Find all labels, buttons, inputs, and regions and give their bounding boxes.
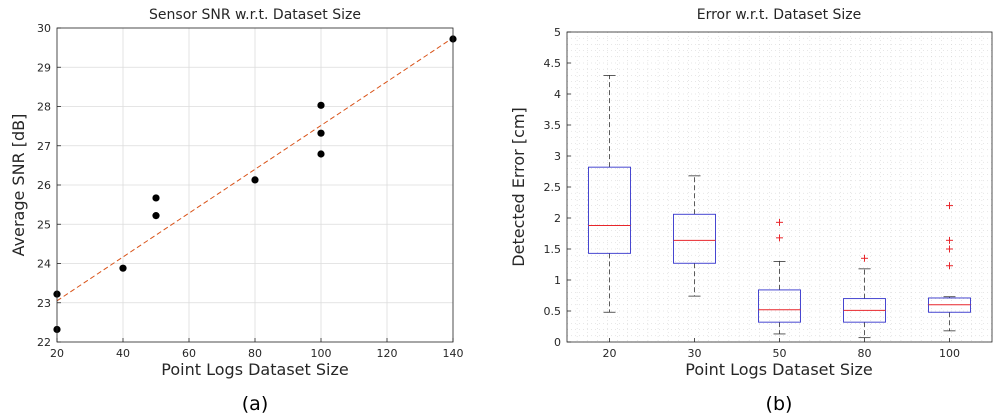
panel-b-outlier: [946, 262, 953, 270]
panel-b-y-tick-label: 1.5: [544, 243, 562, 256]
panel-b-y-tick-label: 2.5: [544, 181, 562, 194]
panel-a-x-tick-label: 80: [248, 347, 262, 360]
panel-b-y-tick-label: 3: [554, 150, 561, 163]
panel-a-data-point: [251, 176, 259, 184]
panel-b-y-tick-label: 0.5: [544, 305, 562, 318]
panel-a-x-tick-label: 40: [116, 347, 130, 360]
panel-b-y-ticks: 0 0.5 1 1.5 2 2.5 3 3.5 4 4.5 5: [544, 26, 571, 349]
panel-a-x-label: Point Logs Dataset Size: [161, 360, 348, 379]
panel-a-data-point: [152, 212, 160, 220]
panel-b-y-tick-label: 3.5: [544, 119, 562, 132]
panel-b-x-tick-label: 100: [939, 347, 960, 360]
panel-b-outlier: [861, 254, 868, 262]
panel-b-x-tick-label: 50: [773, 347, 787, 360]
panel-b-x-ticks: 20 30 50 80 100: [603, 338, 960, 360]
panel-a-caption: (a): [242, 393, 268, 415]
panel-b-title: Error w.r.t. Dataset Size: [697, 7, 862, 23]
panel-a-data-point: [317, 150, 325, 158]
panel-b-y-tick-label: 1: [554, 274, 561, 287]
panel-b-y-tick-label: 4: [554, 88, 561, 101]
panel-b-box: [588, 166, 631, 254]
panel-a-scatter: 20 40 60 80 100 120 140 22 23 24 25 26 27 28 29 30 Sen…: [9, 7, 464, 415]
panel-a-fit-line-path: [56, 37, 454, 302]
panel-b-box: [758, 289, 801, 323]
panel-a-x-tick-label: 140: [443, 347, 464, 360]
panel-a-y-tick-label: 24: [37, 258, 51, 271]
panel-a-x-tick-label: 120: [377, 347, 398, 360]
panel-b-y-label: Detected Error [cm]: [509, 107, 528, 266]
panel-b-boxplot: 20 30 50 80 100 0 0.5 1 1.5 2 2.5 3 3.5 4 4.5 5 Error …: [509, 7, 993, 415]
panel-a-y-tick-label: 28: [37, 101, 51, 114]
panel-a-y-tick-label: 22: [37, 336, 51, 349]
panel-b-outlier: [776, 234, 783, 242]
panel-b-caption: (b): [766, 393, 793, 415]
panel-a-y-tick-label: 26: [37, 179, 51, 192]
panel-b-x-label: Point Logs Dataset Size: [685, 360, 872, 379]
panel-a-y-tick-label: 29: [37, 61, 51, 74]
panel-a-y-tick-label: 27: [37, 140, 51, 153]
panel-a-x-ticks: 20 40 60 80 100 120 140: [50, 338, 464, 360]
panel-a-fit-line: [56, 37, 454, 302]
panel-a-data-point: [317, 101, 325, 109]
panel-a-x-tick-label: 20: [50, 347, 64, 360]
panel-b-outlier: [946, 245, 953, 253]
panel-a-y-tick-label: 23: [37, 297, 51, 310]
panel-b-y-tick-label: 2: [554, 212, 561, 225]
panel-a-y-ticks: 22 23 24 25 26 27 28 29 30: [37, 22, 61, 349]
panel-a-y-label: Average SNR [dB]: [9, 114, 28, 257]
panel-b-x-tick-label: 80: [858, 347, 872, 360]
panel-a-x-tick-label: 100: [311, 347, 332, 360]
panel-b-outlier: [946, 202, 953, 210]
panel-a-y-tick-label: 30: [37, 22, 51, 35]
panel-b-y-tick-label: 5: [554, 26, 561, 39]
panel-a-data-point: [119, 264, 127, 272]
panel-a-title: Sensor SNR w.r.t. Dataset Size: [149, 7, 361, 23]
panel-b-box: [673, 213, 716, 264]
panel-a-data-point: [152, 194, 160, 202]
panel-a-data-point: [317, 129, 325, 137]
panel-b-outlier: [776, 218, 783, 226]
panel-b-x-tick-label: 20: [603, 347, 617, 360]
panel-a-x-tick-label: 60: [182, 347, 196, 360]
panel-b-y-tick-label: 0: [554, 336, 561, 349]
panel-b-boxes: [588, 75, 971, 339]
panel-a-y-tick-label: 25: [37, 218, 51, 231]
panel-b-outlier: [946, 236, 953, 244]
panel-b-y-tick-label: 4.5: [544, 57, 562, 70]
panel-a-points: [53, 35, 457, 334]
panel-b-x-tick-label: 30: [688, 347, 702, 360]
